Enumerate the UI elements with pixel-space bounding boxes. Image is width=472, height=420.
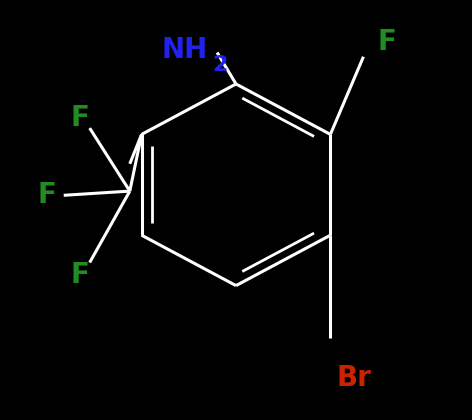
Text: 2: 2	[212, 55, 228, 75]
Text: Br: Br	[337, 364, 371, 392]
Text: F: F	[38, 181, 57, 209]
Text: NH: NH	[161, 37, 208, 64]
Text: F: F	[71, 261, 90, 289]
Text: F: F	[378, 28, 396, 56]
Text: F: F	[71, 104, 90, 131]
